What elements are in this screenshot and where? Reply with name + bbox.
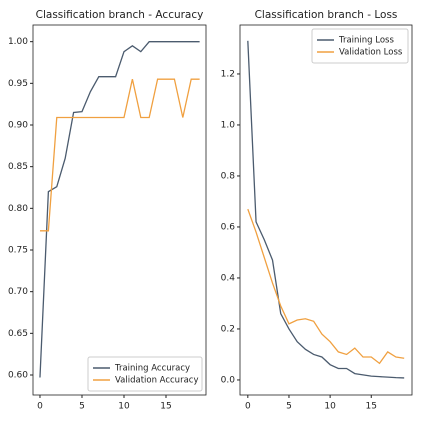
legend-label: Training Loss xyxy=(338,36,394,46)
chart-title: Classification branch - Loss xyxy=(255,9,398,21)
x-tick-label: 0 xyxy=(245,402,251,412)
y-tick-label: 0.6 xyxy=(221,222,236,232)
y-tick-label: 0.85 xyxy=(8,162,28,172)
x-tick-label: 5 xyxy=(286,402,292,412)
y-tick-label: 1.2 xyxy=(221,69,235,79)
y-tick-label: 1.0 xyxy=(221,120,236,130)
legend: Training Accuracy Validation Accuracy xyxy=(87,356,203,392)
legend-box xyxy=(311,28,409,64)
y-tick-label: 0.75 xyxy=(8,246,28,256)
legend-label: Training Accuracy xyxy=(114,364,190,374)
y-tick-label: 0.80 xyxy=(8,204,28,214)
y-tick-label: 0.0 xyxy=(221,375,236,385)
x-tick-label: 10 xyxy=(324,402,336,412)
axes-frame xyxy=(239,24,413,396)
chart-title: Classification branch - Accuracy xyxy=(36,9,204,21)
y-tick-label: 0.4 xyxy=(221,273,236,283)
y-tick-label: 0.90 xyxy=(8,121,28,131)
series-line xyxy=(247,40,405,379)
y-tick-label: 1.00 xyxy=(8,37,28,47)
x-tick-label: 15 xyxy=(366,402,377,412)
x-tick-label: 5 xyxy=(79,402,85,412)
series-line xyxy=(39,78,200,232)
legend-box xyxy=(87,356,203,392)
y-tick-label: 0.60 xyxy=(8,371,28,381)
y-tick-label: 0.2 xyxy=(221,324,235,334)
legend-label: Validation Loss xyxy=(339,48,403,58)
legend: Training Loss Validation Loss xyxy=(311,28,409,64)
y-tick-label: 0.95 xyxy=(8,79,28,89)
y-tick-label: 0.65 xyxy=(8,329,28,339)
axes-frame xyxy=(32,24,207,396)
x-tick-label: 10 xyxy=(118,402,130,412)
legend-label: Validation Accuracy xyxy=(115,376,198,386)
series-line xyxy=(247,208,405,365)
y-tick-label: 0.70 xyxy=(8,287,28,297)
series-line xyxy=(39,41,200,378)
x-tick-label: 15 xyxy=(160,402,171,412)
y-tick-label: 0.8 xyxy=(221,171,236,181)
x-tick-label: 0 xyxy=(37,402,43,412)
